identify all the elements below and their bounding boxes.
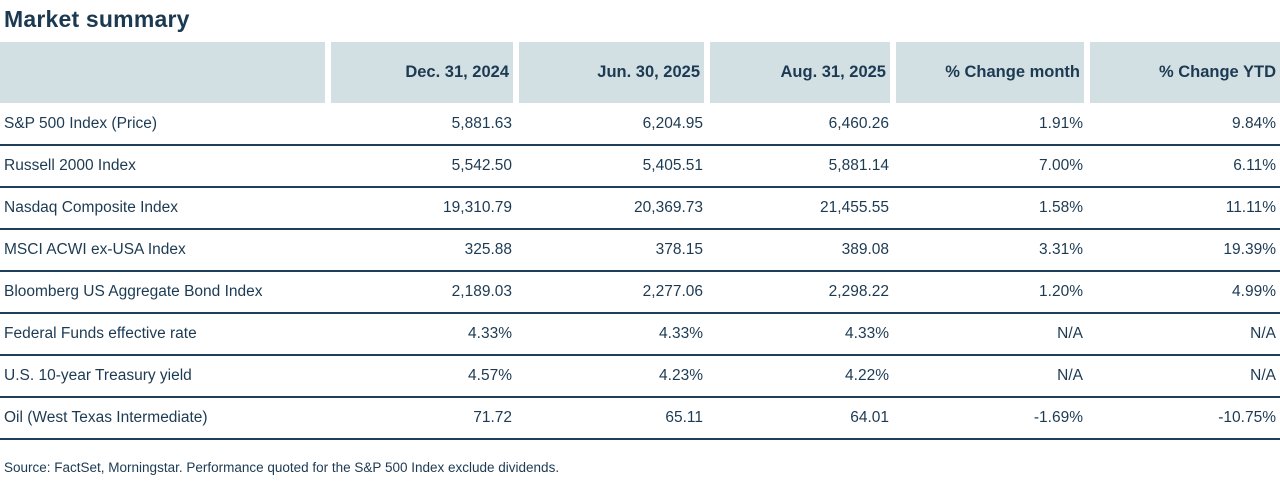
table-row-russell2000: Russell 2000 Index 5,542.50 5,405.51 5,8… bbox=[0, 145, 1280, 188]
cell-value: 65.11 bbox=[516, 397, 707, 440]
row-label: Russell 2000 Index bbox=[0, 145, 328, 188]
cell-value: 389.08 bbox=[707, 229, 893, 272]
cell-value: 4.33% bbox=[707, 313, 893, 356]
cell-value: 19.39% bbox=[1087, 229, 1280, 272]
row-label: U.S. 10-year Treasury yield bbox=[0, 355, 328, 398]
table-row-nasdaq: Nasdaq Composite Index 19,310.79 20,369.… bbox=[0, 187, 1280, 230]
cell-value: 9.84% bbox=[1087, 103, 1280, 146]
table-row-treasury-10yr: U.S. 10-year Treasury yield 4.57% 4.23% … bbox=[0, 355, 1280, 398]
cell-value: 4.23% bbox=[516, 355, 707, 398]
cell-value: 325.88 bbox=[328, 229, 516, 272]
row-label: MSCI ACWI ex-USA Index bbox=[0, 229, 328, 272]
cell-value: 5,881.14 bbox=[707, 145, 893, 188]
column-header-aug-31-2025: Aug. 31, 2025 bbox=[704, 42, 893, 103]
cell-value: 5,542.50 bbox=[328, 145, 516, 188]
table-row-bloomberg-agg: Bloomberg US Aggregate Bond Index 2,189.… bbox=[0, 271, 1280, 314]
column-header-change-ytd: % Change YTD bbox=[1084, 42, 1280, 103]
table-header: Dec. 31, 2024 Jun. 30, 2025 Aug. 31, 202… bbox=[0, 42, 1280, 103]
source-note: Source: FactSet, Morningstar. Performanc… bbox=[4, 460, 560, 475]
cell-value: 1.20% bbox=[893, 271, 1087, 314]
cell-value: 4.33% bbox=[328, 313, 516, 356]
column-header-jun-30-2025: Jun. 30, 2025 bbox=[513, 42, 707, 103]
cell-value: 2,189.03 bbox=[328, 271, 516, 314]
table-row-fed-funds: Federal Funds effective rate 4.33% 4.33%… bbox=[0, 313, 1280, 356]
cell-value: 6,204.95 bbox=[516, 103, 707, 146]
cell-value: 2,277.06 bbox=[516, 271, 707, 314]
cell-value: -10.75% bbox=[1087, 397, 1280, 440]
row-label: Nasdaq Composite Index bbox=[0, 187, 328, 230]
cell-value: 4.57% bbox=[328, 355, 516, 398]
market-summary-table: Dec. 31, 2024 Jun. 30, 2025 Aug. 31, 202… bbox=[0, 42, 1280, 440]
cell-value: 64.01 bbox=[707, 397, 893, 440]
cell-value: -1.69% bbox=[893, 397, 1087, 440]
table-body: S&P 500 Index (Price) 5,881.63 6,204.95 … bbox=[0, 103, 1280, 440]
column-header-dec-31-2024: Dec. 31, 2024 bbox=[325, 42, 516, 103]
row-label: Bloomberg US Aggregate Bond Index bbox=[0, 271, 328, 314]
cell-value: 4.33% bbox=[516, 313, 707, 356]
table-row-sp500: S&P 500 Index (Price) 5,881.63 6,204.95 … bbox=[0, 103, 1280, 146]
cell-value: N/A bbox=[1087, 313, 1280, 356]
row-label: Oil (West Texas Intermediate) bbox=[0, 397, 328, 440]
page-title: Market summary bbox=[4, 6, 190, 32]
cell-value: 1.91% bbox=[893, 103, 1087, 146]
header-row: Dec. 31, 2024 Jun. 30, 2025 Aug. 31, 202… bbox=[0, 42, 1280, 103]
cell-value: 21,455.55 bbox=[707, 187, 893, 230]
row-label: S&P 500 Index (Price) bbox=[0, 103, 328, 146]
cell-value: 20,369.73 bbox=[516, 187, 707, 230]
cell-value: 5,881.63 bbox=[328, 103, 516, 146]
cell-value: 4.99% bbox=[1087, 271, 1280, 314]
cell-value: N/A bbox=[893, 355, 1087, 398]
cell-value: 19,310.79 bbox=[328, 187, 516, 230]
cell-value: 1.58% bbox=[893, 187, 1087, 230]
cell-value: 71.72 bbox=[328, 397, 516, 440]
cell-value: 7.00% bbox=[893, 145, 1087, 188]
cell-value: 3.31% bbox=[893, 229, 1087, 272]
table-row-oil-wti: Oil (West Texas Intermediate) 71.72 65.1… bbox=[0, 397, 1280, 440]
row-label: Federal Funds effective rate bbox=[0, 313, 328, 356]
cell-value: 378.15 bbox=[516, 229, 707, 272]
cell-value: 2,298.22 bbox=[707, 271, 893, 314]
column-header-change-month: % Change month bbox=[890, 42, 1087, 103]
cell-value: 4.22% bbox=[707, 355, 893, 398]
cell-value: N/A bbox=[1087, 355, 1280, 398]
table-row-msci-acwi: MSCI ACWI ex-USA Index 325.88 378.15 389… bbox=[0, 229, 1280, 272]
cell-value: 11.11% bbox=[1087, 187, 1280, 230]
column-header-blank bbox=[0, 42, 328, 103]
cell-value: 5,405.51 bbox=[516, 145, 707, 188]
cell-value: 6,460.26 bbox=[707, 103, 893, 146]
cell-value: N/A bbox=[893, 313, 1087, 356]
cell-value: 6.11% bbox=[1087, 145, 1280, 188]
